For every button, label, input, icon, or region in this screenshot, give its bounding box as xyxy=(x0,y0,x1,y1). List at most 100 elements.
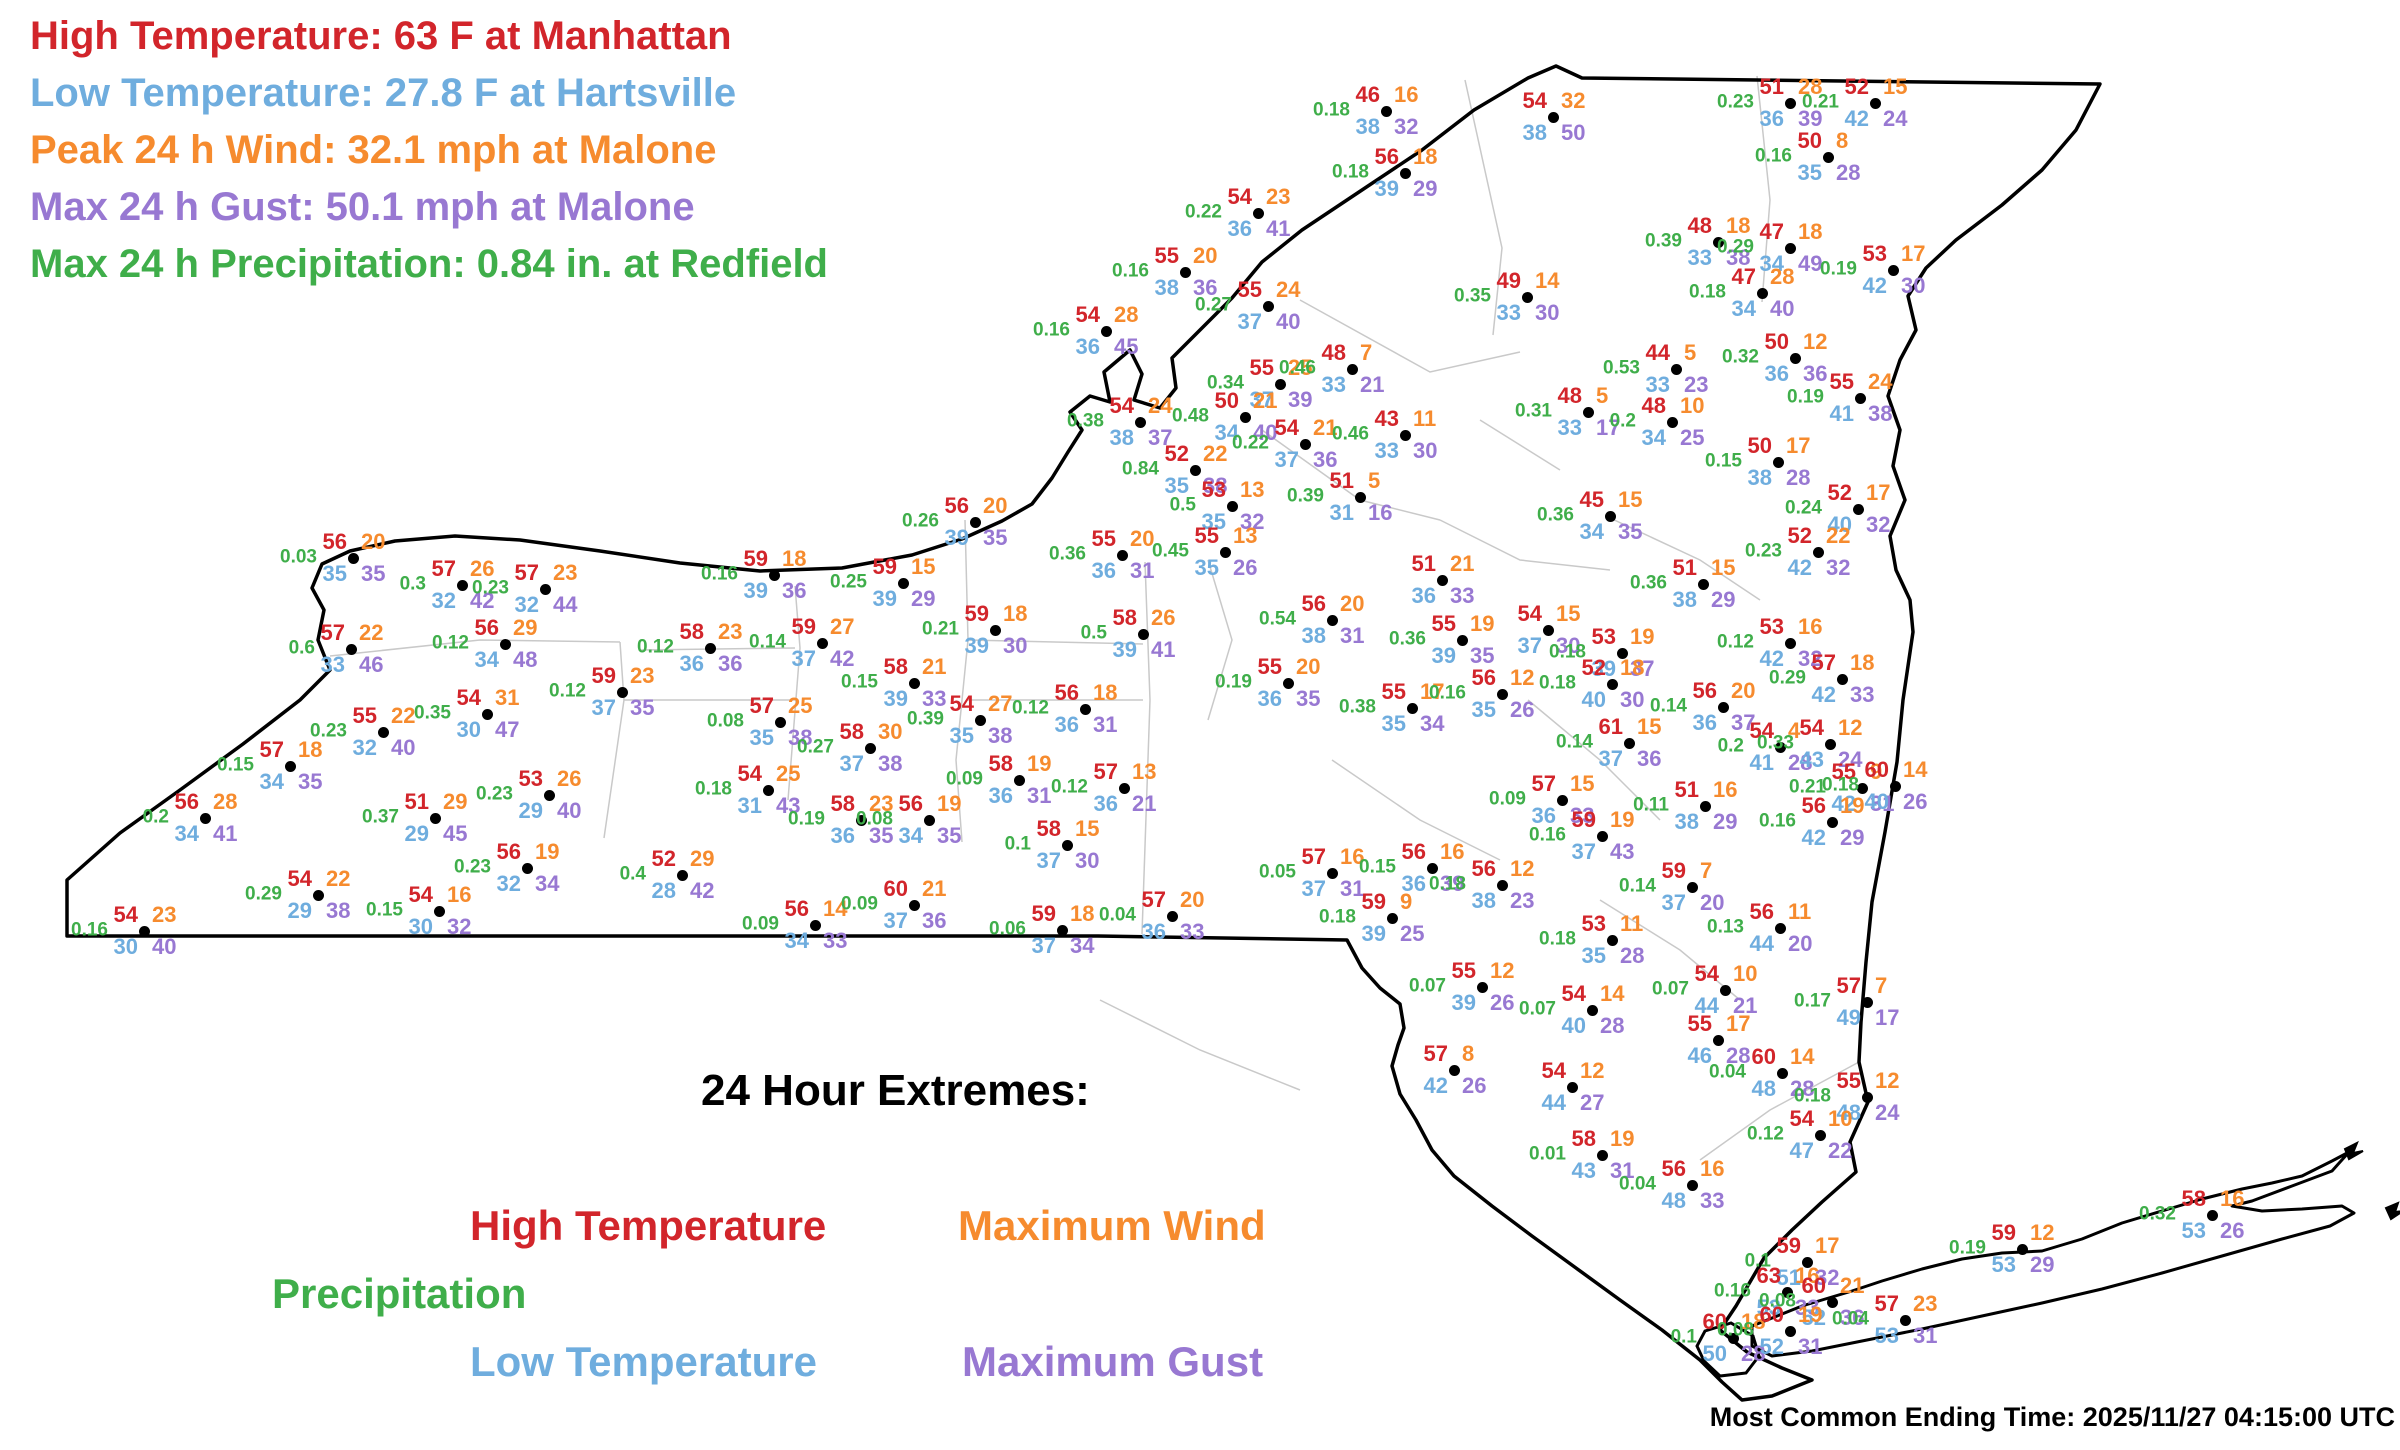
station-dot xyxy=(1448,1064,1460,1076)
low-temp-value: 42 xyxy=(1801,825,1826,850)
high-temp-value: 57 xyxy=(1874,1291,1899,1316)
precip-value: 0.38 xyxy=(1339,696,1376,718)
max-gust-value: 46 xyxy=(359,652,384,677)
precip-value: 0.12 xyxy=(1051,776,1088,798)
station-dot xyxy=(1596,830,1608,842)
high-temp-value: 61 xyxy=(1598,714,1623,739)
high-temp-value: 57 xyxy=(1141,887,1166,912)
max-gust-value: 25 xyxy=(1400,921,1425,946)
precip-value: 0.04 xyxy=(1619,1173,1656,1195)
precip-value: 0.07 xyxy=(1409,975,1446,997)
high-temp-value: 54 xyxy=(1227,184,1252,209)
legend-maximum-gust: Maximum Gust xyxy=(962,1338,1264,1385)
high-temp-value: 48 xyxy=(1641,393,1666,418)
max-wind-value: 27 xyxy=(830,614,855,639)
station-dot xyxy=(676,869,688,881)
precip-value: 0.6 xyxy=(288,637,315,659)
precip-value: 0.23 xyxy=(310,720,347,742)
high-temp-value: 54 xyxy=(408,882,433,907)
high-temp-value: 63 xyxy=(1756,1263,1781,1288)
low-temp-value: 36 xyxy=(1692,710,1717,735)
high-temp-value: 59 xyxy=(1361,889,1386,914)
max-wind-value: 23 xyxy=(718,619,743,644)
station-dot xyxy=(1712,1034,1724,1046)
max-wind-value: 22 xyxy=(1203,441,1228,466)
max-gust-value: 40 xyxy=(1253,420,1278,445)
high-temp-value: 58 xyxy=(1571,1126,1596,1151)
low-temp-value: 44 xyxy=(1541,1090,1566,1115)
high-temp-value: 55 xyxy=(1836,1068,1861,1093)
max-gust-value: 32 xyxy=(1798,646,1823,671)
precip-value: 0.14 xyxy=(749,631,786,653)
low-temp-value: 46 xyxy=(1687,1043,1712,1068)
low-temp-value: 48 xyxy=(1751,1076,1776,1101)
high-temp-value: 60 xyxy=(1801,1273,1826,1298)
max-wind-value: 16 xyxy=(1795,1263,1820,1288)
low-temp-value: 33 xyxy=(1687,245,1712,270)
max-gust-value: 33 xyxy=(1850,682,1875,707)
high-temp-value: 56 xyxy=(1301,591,1326,616)
low-temp-value: 36 xyxy=(1054,712,1079,737)
max-wind-value: 18 xyxy=(1741,1309,1766,1334)
low-temp-value: 36 xyxy=(1401,871,1426,896)
max-wind-value: 26 xyxy=(557,766,582,791)
high-temp-value: 54 xyxy=(1517,601,1542,626)
max-gust-value: 28 xyxy=(1836,160,1861,185)
high-temp-value: 51 xyxy=(404,789,429,814)
station-dot xyxy=(1774,922,1786,934)
low-temp-value: 52 xyxy=(1801,1305,1826,1330)
max-gust-value: 30 xyxy=(1535,300,1560,325)
precip-value: 0.08 xyxy=(1717,1319,1754,1341)
max-gust-value: 49 xyxy=(1798,251,1823,276)
precip-value: 0.33 xyxy=(1757,732,1794,754)
max-wind-value: 10 xyxy=(1733,961,1758,986)
max-gust-value: 40 xyxy=(1770,296,1795,321)
max-wind-value: 20 xyxy=(1731,678,1756,703)
max-gust-value: 30 xyxy=(1556,633,1581,658)
max-gust-value: 36 xyxy=(782,578,807,603)
low-temp-value: 33 xyxy=(1496,300,1521,325)
max-wind-value: 23 xyxy=(1913,1291,1938,1316)
station-dot xyxy=(1252,207,1264,219)
max-gust-value: 31 xyxy=(1340,623,1365,648)
max-wind-value: 11 xyxy=(1620,911,1644,936)
low-temp-value: 31 xyxy=(1329,500,1354,525)
max-wind-value: 18 xyxy=(1003,601,1028,626)
max-gust-value: 28 xyxy=(1726,1043,1751,1068)
max-gust-value: 38 xyxy=(878,751,903,776)
high-temp-value: 55 xyxy=(1381,679,1406,704)
precip-value: 0.09 xyxy=(946,768,983,790)
low-temp-value: 39 xyxy=(1431,643,1456,668)
max-wind-value: 4 xyxy=(1788,718,1801,743)
max-gust-value: 30 xyxy=(1003,633,1028,658)
low-temp-value: 39 xyxy=(883,686,908,711)
station-dot xyxy=(1056,924,1068,936)
precip-value: 0.08 xyxy=(856,808,893,830)
max-gust-value: 38 xyxy=(1203,473,1228,498)
station-dot xyxy=(1606,678,1618,690)
station-dot xyxy=(989,624,1001,636)
station-dot xyxy=(1666,416,1678,428)
low-temp-value: 35 xyxy=(1164,473,1189,498)
high-temp-value: 57 xyxy=(1531,771,1556,796)
precip-value: 0.16 xyxy=(71,919,108,941)
station-dot xyxy=(1596,1149,1608,1161)
max-wind-value: 21 xyxy=(1253,388,1278,413)
max-gust-value: 39 xyxy=(1440,871,1465,896)
max-wind-value: 7 xyxy=(1360,340,1373,365)
high-temp-value: 53 xyxy=(1201,477,1226,502)
max-gust-value: 38 xyxy=(988,723,1013,748)
low-temp-value: 41 xyxy=(1829,401,1854,426)
max-wind-value: 17 xyxy=(1420,679,1445,704)
high-temp-value: 60 xyxy=(1864,757,1889,782)
max-wind-value: 18 xyxy=(1620,655,1645,680)
low-temp-value: 37 xyxy=(1274,447,1299,472)
station-dot xyxy=(499,638,511,650)
max-gust-value: 28 xyxy=(1786,465,1811,490)
low-temp-value: 34 xyxy=(898,823,923,848)
precip-value: 0.16 xyxy=(1714,1280,1751,1302)
station-dot xyxy=(1801,1256,1813,1268)
low-temp-value: 32 xyxy=(352,735,377,760)
high-temp-value: 54 xyxy=(1075,302,1100,327)
